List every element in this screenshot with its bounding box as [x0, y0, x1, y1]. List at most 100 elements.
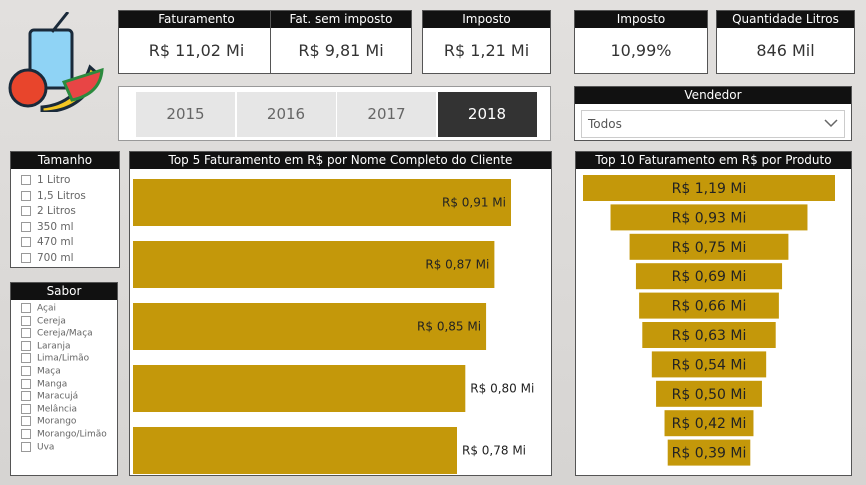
data-label: R$ 0,69 Mi: [672, 269, 747, 285]
option-label: 700 ml: [37, 252, 74, 264]
slicer-option[interactable]: Açai: [21, 303, 56, 314]
funnel-bar: [667, 439, 751, 466]
slicer-option[interactable]: 470 ml: [21, 236, 74, 248]
checkbox[interactable]: [21, 303, 31, 313]
data-label: R$ 0,63 Mi: [672, 328, 747, 344]
data-label: R$ 0,80 Mi: [470, 382, 534, 396]
logo-icon: [8, 12, 104, 112]
kpi-title: Fat. sem imposto: [271, 11, 411, 28]
checkbox[interactable]: [21, 391, 31, 402]
slicer-option[interactable]: Maracujá: [21, 391, 78, 402]
data-label: R$ 0,91 Mi: [442, 196, 506, 210]
checkbox[interactable]: [21, 366, 31, 376]
funnel-bar: [629, 233, 789, 260]
checkbox[interactable]: [21, 237, 31, 248]
option-label: 1,5 Litros: [37, 189, 86, 202]
funnel-bar: [642, 322, 776, 348]
checkbox[interactable]: [21, 328, 31, 339]
kpi-title: Quantidade Litros: [717, 11, 854, 28]
funnel-bar: [583, 175, 835, 201]
slicer-option[interactable]: 2 Litros: [21, 205, 76, 217]
option-label: Melância: [37, 404, 77, 415]
slicer-option[interactable]: Manga: [21, 378, 68, 390]
sabor-slicer: Sabor Açai Cereja Cereja/Maça Laranja Lima/L…: [10, 282, 118, 476]
chevron: [824, 119, 838, 128]
kpi-card: Quantidade Litros 846 Mil: [716, 10, 855, 74]
year-slicer: 2015 2016 2017 2018: [118, 86, 551, 141]
slicer-title: Vendedor: [575, 87, 851, 104]
dropdown-value: Todos: [588, 117, 622, 131]
checkbox[interactable]: [21, 253, 31, 263]
bar: [133, 427, 457, 474]
option-label: Maça: [37, 366, 61, 377]
bar: [133, 241, 495, 288]
option-label: Uva: [37, 442, 55, 453]
slicer-option[interactable]: Uva: [21, 441, 55, 453]
chart: R$ 0,91 Mi R$ 0,87 Mi R$ 0,85 Mi R$ 0,80 Mi…: [133, 179, 534, 474]
checkbox[interactable]: [21, 340, 31, 351]
data-label: R$ 0,50 Mi: [672, 387, 747, 403]
funnel-bar: [635, 263, 783, 290]
checkbox[interactable]: [21, 190, 31, 201]
kpi-title: Faturamento: [119, 11, 274, 28]
kpi-title: Imposto: [575, 11, 707, 28]
slicer-option[interactable]: Morango: [21, 416, 76, 427]
kpi-value: 846 Mil: [756, 41, 815, 60]
tamanho-slicer: Tamanho 1 Litro 1,5 Litros 2 Litros 350 ml 4…: [10, 151, 120, 268]
kpi-value: R$ 11,02 Mi: [148, 41, 245, 60]
slicer-option[interactable]: Morango/Limão: [21, 429, 107, 440]
checkbox[interactable]: [21, 441, 31, 452]
dropdown[interactable]: Todos: [581, 110, 845, 138]
year-button[interactable]: 2017: [337, 92, 436, 137]
slicer-option[interactable]: Lima/Limão: [21, 353, 89, 364]
funnel-bar: [639, 292, 779, 319]
funnel-bar: [656, 380, 762, 407]
data-label: R$ 0,87 Mi: [425, 258, 489, 272]
data-label: R$ 0,75 Mi: [672, 240, 747, 256]
checkbox[interactable]: [21, 315, 31, 326]
checkbox[interactable]: [21, 175, 31, 185]
kpi-card: Imposto 10,99%: [574, 10, 708, 74]
chart-title: Top 5 Faturamento em R$ por Nome Complet…: [130, 152, 551, 169]
year-button[interactable]: 2015: [136, 92, 235, 137]
kpi-value: R$ 1,21 Mi: [443, 41, 530, 60]
checkbox[interactable]: [21, 429, 31, 439]
option-label: 1 Litro: [37, 174, 71, 186]
slicer-option[interactable]: 350 ml: [21, 221, 74, 233]
kpi-value: 10,99%: [610, 41, 672, 60]
slicer-option[interactable]: 1 Litro: [21, 174, 70, 186]
product-chart-panel: Top 10 Faturamento em R$ por Produto R$ …: [575, 151, 852, 476]
slicer-option[interactable]: Melância: [21, 403, 77, 415]
funnel-bar: [610, 204, 808, 231]
slicer-option[interactable]: Laranja: [21, 340, 70, 351]
kpi-title: Imposto: [423, 11, 550, 28]
option-label: Maracujá: [37, 391, 79, 402]
slicer-option[interactable]: Cereja: [21, 315, 66, 327]
option-label: Cereja/Maça: [37, 328, 93, 339]
option-label: Morango/Limão: [37, 429, 107, 440]
slicer-option[interactable]: Cereja/Maça: [21, 328, 93, 339]
vendedor-slicer: Vendedor Todos: [574, 86, 852, 141]
checkbox[interactable]: [21, 206, 31, 217]
checkbox[interactable]: [21, 378, 31, 389]
slicer-option[interactable]: 1,5 Litros: [21, 190, 86, 202]
data-label: R$ 0,42 Mi: [672, 416, 747, 432]
slicer-option[interactable]: Maça: [21, 366, 61, 377]
slicer-option[interactable]: 700 ml: [21, 252, 74, 264]
data-label: R$ 1,19 Mi: [672, 181, 747, 197]
bar: [133, 365, 466, 412]
checkbox[interactable]: [21, 416, 31, 427]
data-label: R$ 0,54 Mi: [672, 357, 747, 373]
kpi-card: Fat. sem imposto R$ 9,81 Mi: [270, 10, 412, 74]
data-label: R$ 0,66 Mi: [672, 299, 747, 315]
checkbox[interactable]: [21, 353, 31, 364]
funnel-bar: [651, 351, 767, 378]
year-button[interactable]: 2018: [437, 92, 537, 137]
option-label: Manga: [37, 379, 68, 390]
option-label: Cereja: [37, 316, 66, 327]
checkbox[interactable]: [21, 403, 31, 414]
option-label: Açai: [37, 303, 56, 314]
year-button[interactable]: 2016: [236, 92, 336, 137]
option-label: 350 ml: [37, 220, 74, 233]
checkbox[interactable]: [21, 221, 31, 232]
